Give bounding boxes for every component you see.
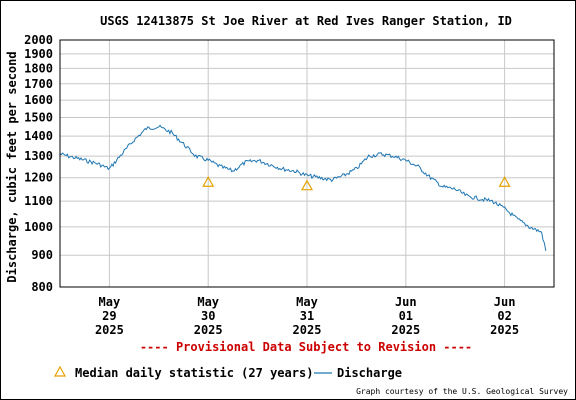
x-tick-month: Jun (494, 295, 516, 309)
y-tick-label: 1600 (24, 93, 53, 107)
y-tick-label: 1200 (24, 171, 53, 185)
legend: Median daily statistic (27 years) Discha… (53, 365, 402, 380)
median-statistic-marker (498, 175, 511, 187)
x-tick-month: May (197, 295, 219, 309)
x-tick-labels: May292025May302025May312025Jun012025Jun0… (95, 295, 519, 337)
plot-border (59, 39, 555, 288)
x-tick-day: 29 (102, 309, 116, 323)
y-tick-label: 1900 (24, 47, 53, 61)
y-tick-label: 1500 (24, 111, 53, 125)
y-tick-label: 2000 (24, 33, 53, 47)
x-tick-day: 31 (300, 309, 314, 323)
y-tick-label: 800 (31, 280, 53, 294)
median-statistic-marker (202, 175, 215, 187)
discharge-series-line (59, 124, 547, 251)
x-tick-day: 30 (201, 309, 215, 323)
x-tick-day: 01 (399, 309, 413, 323)
y-tick-label: 1000 (24, 220, 53, 234)
x-tick-year: 2025 (194, 323, 223, 337)
y-axis-label: Discharge, cubic feet per second (5, 51, 19, 282)
x-tick-year: 2025 (391, 323, 420, 337)
legend-discharge-label: Discharge (337, 366, 402, 380)
chart-title: USGS 12413875 St Joe River at Red Ives R… (100, 14, 512, 28)
y-tick-label: 1800 (24, 61, 53, 75)
y-tick-label: 900 (31, 248, 53, 262)
legend-median-marker-icon (53, 365, 67, 377)
y-tick-label: 1300 (24, 149, 53, 163)
grid-lines (60, 39, 554, 288)
provisional-annotation: ---- Provisional Data Subject to Revisio… (140, 340, 472, 354)
legend-median-label: Median daily statistic (27 years) (75, 366, 313, 380)
y-tick-label: 1400 (24, 129, 53, 143)
x-tick-month: May (296, 295, 318, 309)
y-tick-label: 1100 (24, 194, 53, 208)
x-tick-year: 2025 (490, 323, 519, 337)
x-tick-day: 02 (497, 309, 511, 323)
y-tick-label: 1700 (24, 77, 53, 91)
x-tick-month: Jun (395, 295, 417, 309)
median-markers (202, 175, 511, 191)
credit-text: Graph courtesy of the U.S. Geological Su… (356, 387, 568, 396)
series-group (59, 124, 547, 251)
x-tick-month: May (99, 295, 121, 309)
x-tick-year: 2025 (293, 323, 322, 337)
y-tick-labels: 800 900 1000 1100 1200 1300 1400 1500 1600 1700 18… (24, 33, 53, 294)
median-statistic-marker (300, 179, 314, 191)
x-tick-year: 2025 (95, 323, 124, 337)
